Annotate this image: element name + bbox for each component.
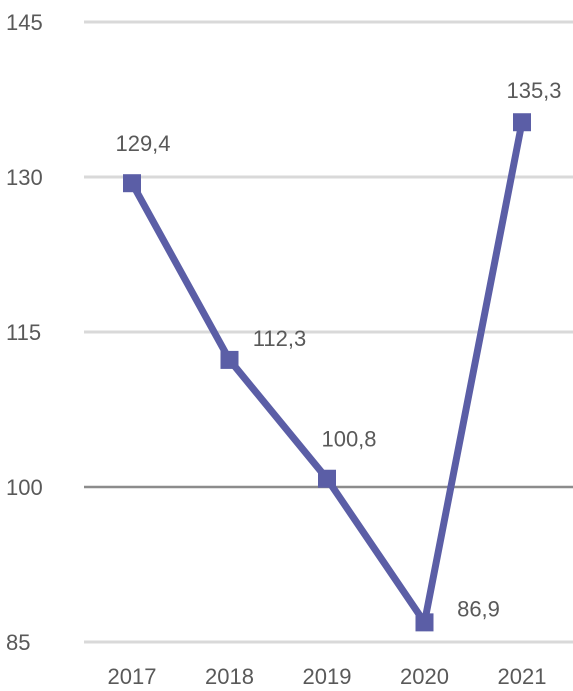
- y-tick-label: 85: [6, 630, 30, 655]
- series-line-path: [128, 121, 526, 632]
- y-tick-label: 100: [6, 475, 43, 500]
- y-tick-label: 145: [6, 10, 43, 35]
- x-tick-label: 2018: [205, 664, 254, 689]
- data-point-marker: [415, 613, 434, 632]
- data-point-marker: [220, 350, 239, 369]
- x-axis-tick-labels: 2017 2018 2019 2020 2021: [108, 664, 547, 689]
- data-labels: 129,4 112,3 100,8 86,9 135,3: [115, 78, 561, 621]
- x-tick-label: 2019: [303, 664, 352, 689]
- x-tick-label: 2017: [108, 664, 157, 689]
- gridlines: [84, 20, 573, 644]
- data-label: 100,8: [321, 427, 376, 452]
- x-tick-label: 2020: [400, 664, 449, 689]
- y-tick-label: 115: [6, 320, 41, 345]
- series-line: [128, 121, 526, 632]
- x-tick-label: 2021: [498, 664, 547, 689]
- data-point-marker: [318, 469, 336, 488]
- data-label: 86,9: [457, 596, 500, 621]
- data-label: 135,3: [506, 78, 561, 103]
- series-markers: [123, 113, 531, 632]
- data-label: 112,3: [253, 326, 306, 351]
- data-label: 129,4: [115, 131, 170, 156]
- y-axis-tick-labels: 85 100 115 130 145: [6, 10, 43, 655]
- y-tick-label: 130: [6, 165, 43, 190]
- data-point-marker: [123, 174, 141, 193]
- data-point-marker: [513, 113, 531, 132]
